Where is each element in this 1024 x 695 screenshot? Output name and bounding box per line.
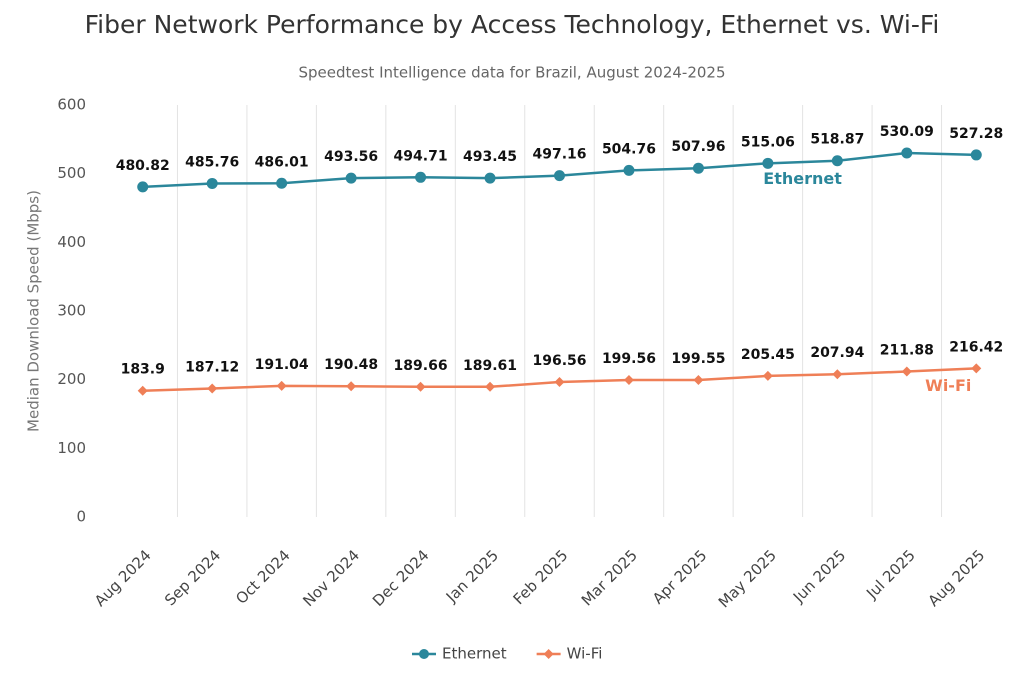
y-tick-label: 400	[57, 233, 86, 251]
data-label: 199.55	[671, 351, 725, 367]
data-point	[693, 374, 704, 385]
data-label: 205.45	[741, 347, 795, 363]
x-tick-label: Sep 2024	[161, 546, 224, 609]
data-point	[762, 370, 773, 381]
data-point	[554, 170, 565, 182]
data-label: 530.09	[880, 124, 934, 140]
data-label: 191.04	[255, 357, 309, 373]
data-point	[485, 381, 496, 392]
data-label: 485.76	[185, 154, 239, 170]
x-tick-label: Mar 2025	[578, 546, 641, 609]
data-label: 518.87	[810, 132, 864, 148]
data-point	[971, 363, 982, 374]
x-tick-label: Aug 2025	[924, 546, 988, 610]
data-label: 187.12	[185, 360, 239, 376]
data-label: 527.28	[949, 126, 1003, 142]
data-label: 211.88	[880, 343, 934, 359]
data-label: 507.96	[671, 139, 725, 155]
legend-label: Ethernet	[442, 645, 507, 663]
data-point	[137, 181, 149, 193]
data-point	[276, 380, 287, 391]
x-tick-label: Feb 2025	[510, 546, 572, 608]
x-tick-label: May 2025	[715, 546, 780, 611]
data-point	[901, 366, 912, 377]
data-label: 189.61	[463, 358, 517, 374]
y-tick-label: 600	[57, 96, 86, 114]
data-point	[276, 177, 288, 189]
data-point	[415, 381, 426, 392]
y-tick-label: 300	[57, 302, 86, 320]
x-tick-label: Jan 2025	[442, 546, 502, 606]
data-point	[554, 377, 565, 388]
y-tick-label: 200	[57, 370, 86, 388]
y-tick-label: 0	[76, 508, 86, 526]
data-label: 504.76	[602, 141, 656, 157]
data-point	[484, 172, 496, 184]
x-tick-label: Jun 2025	[789, 546, 849, 606]
series-label: Ethernet	[763, 169, 842, 188]
data-point	[206, 177, 218, 189]
data-label: 199.56	[602, 351, 656, 367]
data-point	[901, 147, 913, 159]
data-label: 183.9	[121, 362, 165, 378]
data-point	[137, 385, 148, 396]
y-tick-label: 100	[57, 439, 86, 457]
data-point	[623, 374, 634, 385]
data-point	[832, 369, 843, 380]
data-label: 493.45	[463, 149, 517, 165]
x-tick-label: Jul 2025	[862, 546, 919, 603]
data-label: 493.56	[324, 149, 378, 165]
data-label: 196.56	[532, 353, 586, 369]
data-label: 486.01	[255, 154, 309, 170]
data-point	[762, 157, 774, 169]
data-point	[415, 171, 427, 183]
data-label: 494.71	[394, 148, 448, 164]
legend-marker	[543, 649, 554, 659]
series-label: Wi-Fi	[925, 376, 971, 395]
x-tick-label: Apr 2025	[649, 546, 710, 607]
data-point	[970, 149, 982, 161]
x-tick-label: Nov 2024	[299, 546, 363, 610]
data-point	[623, 164, 635, 176]
y-tick-label: 500	[57, 164, 86, 182]
x-tick-label: Aug 2024	[91, 546, 155, 610]
data-point	[346, 381, 357, 392]
data-label: 216.42	[949, 339, 1003, 355]
x-tick-label: Dec 2024	[369, 546, 433, 610]
data-point	[831, 155, 843, 167]
data-label: 497.16	[532, 147, 586, 163]
legend-marker	[419, 649, 429, 659]
data-point	[345, 172, 357, 184]
chart-title: Fiber Network Performance by Access Tech…	[85, 10, 940, 39]
chart-subtitle: Speedtest Intelligence data for Brazil, …	[298, 64, 725, 82]
data-point	[692, 162, 704, 174]
x-tick-label: Oct 2024	[232, 546, 293, 607]
data-label: 207.94	[810, 345, 864, 361]
legend-label: Wi-Fi	[567, 645, 603, 663]
y-axis-label: Median Download Speed (Mbps)	[25, 190, 43, 432]
data-point	[207, 383, 218, 394]
data-label: 515.06	[741, 134, 795, 150]
data-label: 480.82	[116, 158, 170, 174]
data-label: 189.66	[394, 358, 448, 374]
data-label: 190.48	[324, 357, 378, 373]
